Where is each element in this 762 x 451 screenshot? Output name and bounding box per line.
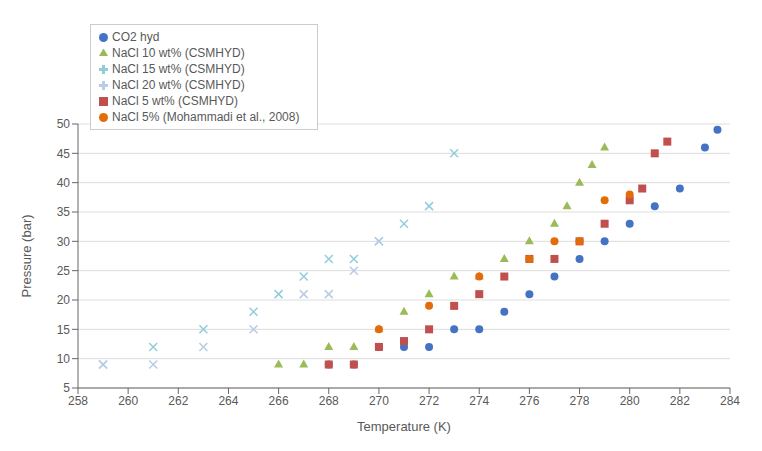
svg-text:50: 50 xyxy=(57,117,71,131)
svg-text:272: 272 xyxy=(419,394,439,408)
svg-text:Temperature (K): Temperature (K) xyxy=(357,419,451,434)
svg-text:266: 266 xyxy=(269,394,289,408)
html-text:NaCl 5 wt% (CSMHYD): NaCl 5 wt% (CSMHYD) xyxy=(112,94,238,108)
svg-text:5: 5 xyxy=(63,381,70,395)
svg-text:40: 40 xyxy=(57,176,71,190)
svg-text:276: 276 xyxy=(519,394,539,408)
svg-text:264: 264 xyxy=(218,394,238,408)
svg-text:20: 20 xyxy=(57,293,71,307)
html-text:NaCl 15 wt% (CSMHYD): NaCl 15 wt% (CSMHYD) xyxy=(112,62,245,76)
html-text:CO2 hyd: CO2 hyd xyxy=(112,30,160,44)
html-text:NaCl 10 wt% (CSMHYD): NaCl 10 wt% (CSMHYD) xyxy=(112,46,245,60)
svg-text:260: 260 xyxy=(118,394,138,408)
html-text:NaCl 20 wt% (CSMHYD): NaCl 20 wt% (CSMHYD) xyxy=(112,78,245,92)
html-text:NaCl 5% (Mohammadi et al., 200: NaCl 5% (Mohammadi et al., 2008) xyxy=(112,110,300,124)
svg-text:25: 25 xyxy=(57,264,71,278)
svg-text:45: 45 xyxy=(57,147,71,161)
svg-text:280: 280 xyxy=(620,394,640,408)
svg-text:15: 15 xyxy=(57,323,71,337)
svg-text:274: 274 xyxy=(469,394,489,408)
svg-text:270: 270 xyxy=(369,394,389,408)
svg-text:30: 30 xyxy=(57,235,71,249)
svg-text:278: 278 xyxy=(570,394,590,408)
svg-text:262: 262 xyxy=(168,394,188,408)
svg-text:Pressure (bar): Pressure (bar) xyxy=(19,214,34,297)
svg-text:35: 35 xyxy=(57,205,71,219)
svg-text:282: 282 xyxy=(670,394,690,408)
svg-text:258: 258 xyxy=(68,394,88,408)
svg-text:10: 10 xyxy=(57,352,71,366)
svg-text:284: 284 xyxy=(720,394,740,408)
svg-text:268: 268 xyxy=(319,394,339,408)
